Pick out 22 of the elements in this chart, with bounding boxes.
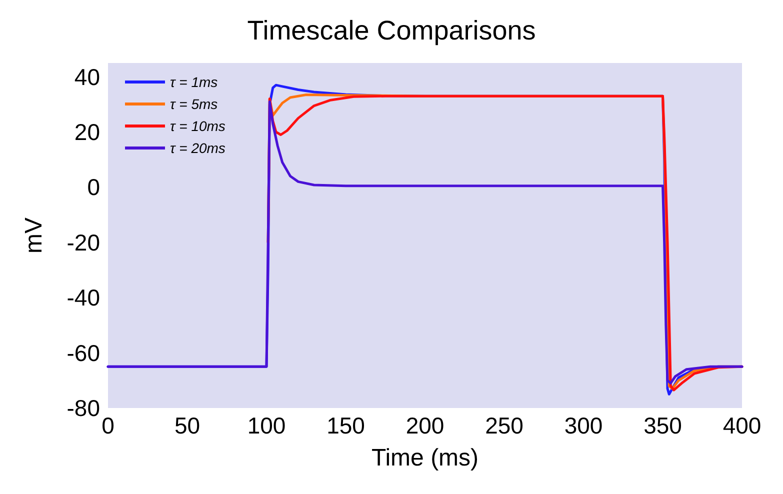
y-tick-label: -20 [66,229,100,256]
legend-label: τ = 10ms [170,118,226,134]
x-tick-label: 250 [485,412,524,438]
y-tick-label: 40 [74,64,100,90]
legend-label: τ = 20ms [170,140,226,156]
y-tick-label: 20 [74,119,100,145]
y-tick-label: -60 [66,340,100,366]
x-tick-label: 50 [174,412,200,438]
legend-label: τ = 5ms [170,96,218,112]
x-tick-label: 400 [722,412,762,438]
y-axis-title: mV [20,218,48,254]
x-tick-label: 350 [644,412,682,438]
x-tick-label: 200 [406,412,444,438]
x-axis-title: Time (ms) [371,444,479,472]
legend-label: τ = 1ms [170,74,218,90]
x-tick-label: 300 [564,412,603,438]
y-tick-label: -80 [66,395,100,421]
x-tick-label: 100 [247,412,286,438]
x-tick-label: 150 [326,412,365,438]
chart-title: Timescale Comparisons [247,16,536,46]
y-tick-label: -40 [66,284,100,311]
y-tick-label: 0 [87,174,100,200]
